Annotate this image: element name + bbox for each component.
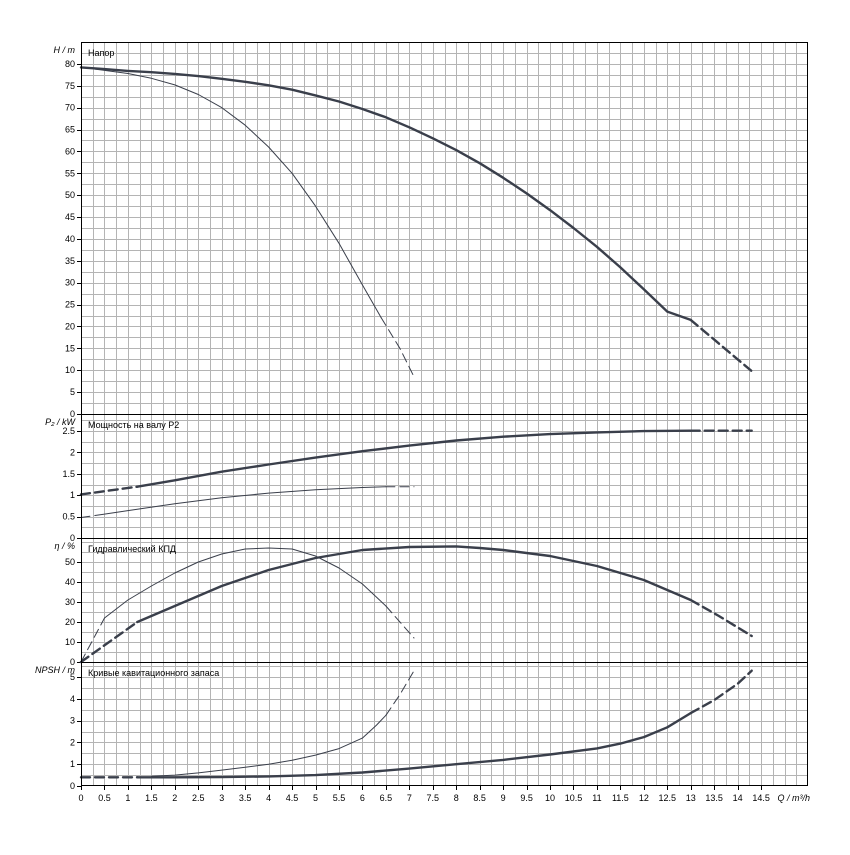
x-tick-label: 9.5 xyxy=(520,793,533,803)
y-tick-label: 20 xyxy=(65,617,75,627)
y-tick-label: 10 xyxy=(65,365,75,375)
x-tick-label: 3.5 xyxy=(239,793,252,803)
y-axis-label: η / % xyxy=(54,541,75,551)
y-tick-label: 40 xyxy=(65,577,75,587)
y-tick-label: 70 xyxy=(65,103,75,113)
x-tick-label: 13.5 xyxy=(705,793,723,803)
y-axis-label: H / m xyxy=(54,45,76,55)
x-tick-label: 7 xyxy=(407,793,412,803)
y-tick-label: 5 xyxy=(70,387,75,397)
curve-npsh-thin-dashed-end xyxy=(385,670,415,716)
x-tick-label: 10.5 xyxy=(565,793,583,803)
y-tick-label: 2 xyxy=(70,737,75,747)
x-tick-label: 8.5 xyxy=(473,793,486,803)
x-tick-label: 10 xyxy=(545,793,555,803)
x-tick-label: 12.5 xyxy=(659,793,677,803)
y-tick-label: 80 xyxy=(65,59,75,69)
y-tick-label: 0 xyxy=(70,781,75,791)
y-tick-label: 1.5 xyxy=(62,469,75,479)
y-tick-label: 0 xyxy=(70,657,75,667)
x-tick-label: 2 xyxy=(172,793,177,803)
x-tick-label: 4.5 xyxy=(286,793,299,803)
panel-title: Кривые кавитационного запаса xyxy=(88,668,219,678)
y-tick-label: 75 xyxy=(65,81,75,91)
y-tick-label: 2.5 xyxy=(62,426,75,436)
x-tick-label: 6.5 xyxy=(380,793,393,803)
curve-power-thick-solid xyxy=(136,429,692,488)
curve-efficiency-thick-dashed-end xyxy=(689,598,753,638)
x-tick-label: 6 xyxy=(360,793,365,803)
y-tick-label: 1 xyxy=(70,759,75,769)
y-tick-label: 45 xyxy=(65,212,75,222)
y-tick-label: 55 xyxy=(65,168,75,178)
y-tick-label: 40 xyxy=(65,234,75,244)
y-tick-label: 30 xyxy=(65,597,75,607)
curve-power-thick-dashed-start xyxy=(79,485,139,496)
x-tick-label: 0 xyxy=(78,793,83,803)
curve-head-thin-dashed-start xyxy=(80,66,105,71)
y-tick-label: 30 xyxy=(65,278,75,288)
y-axis-label: P₂ / kW xyxy=(45,417,76,427)
curve-head-thick-solid xyxy=(79,66,692,322)
curve-npsh-thin-solid xyxy=(150,714,387,777)
x-tick-label: 12 xyxy=(639,793,649,803)
y-tick-label: 1 xyxy=(70,490,75,500)
curve-efficiency-thick-solid xyxy=(136,545,692,624)
curve-npsh-thick-solid xyxy=(136,711,692,779)
y-tick-label: 15 xyxy=(65,343,75,353)
y-axis-label: NPSH / m xyxy=(35,665,76,675)
y-tick-label: 3 xyxy=(70,716,75,726)
curve-efficiency-thin-dashed-start xyxy=(80,617,105,663)
x-tick-label: 5.5 xyxy=(333,793,346,803)
curve-efficiency-thin-dashed-end xyxy=(385,605,415,639)
x-tick-label: 4 xyxy=(266,793,271,803)
y-tick-label: 35 xyxy=(65,256,75,266)
y-tick-label: 0.5 xyxy=(62,512,75,522)
x-axis-label: Q / m³/h xyxy=(777,793,810,803)
y-tick-label: 65 xyxy=(65,125,75,135)
x-tick-label: 11 xyxy=(592,793,601,803)
curve-head-thick-dashed-start xyxy=(689,318,753,373)
y-tick-label: 5 xyxy=(70,672,75,682)
y-tick-label: 10 xyxy=(65,637,75,647)
x-tick-label: 5 xyxy=(313,793,318,803)
x-tick-label: 13 xyxy=(686,793,696,803)
curve-efficiency-thick-dashed-start xyxy=(79,620,139,664)
panel-title: Гидравлический КПД xyxy=(88,544,176,554)
panel-title: Мощность на валу P2 xyxy=(88,420,179,430)
y-tick-label: 50 xyxy=(65,557,75,567)
x-tick-label: 7.5 xyxy=(427,793,440,803)
y-tick-label: 20 xyxy=(65,321,75,331)
panel-title: Напор xyxy=(88,48,114,58)
y-tick-label: 4 xyxy=(70,694,75,704)
curve-head-thin-dashed-end xyxy=(380,317,415,378)
curve-head-thin-solid xyxy=(104,69,382,319)
x-tick-label: 8 xyxy=(454,793,459,803)
x-tick-label: 14 xyxy=(733,793,743,803)
curve-efficiency-thin-solid xyxy=(104,547,387,619)
y-tick-label: 60 xyxy=(65,146,75,156)
curve-npsh-thick-dashed-end xyxy=(689,669,753,715)
x-tick-label: 1 xyxy=(125,793,130,803)
x-tick-label: 9 xyxy=(501,793,506,803)
y-tick-label: 0 xyxy=(70,533,75,543)
curve-power-thin-solid xyxy=(104,486,387,515)
y-tick-label: 50 xyxy=(65,190,75,200)
y-tick-label: 25 xyxy=(65,300,75,310)
x-tick-label: 1.5 xyxy=(145,793,158,803)
y-tick-label: 0 xyxy=(70,409,75,419)
x-tick-label: 11.5 xyxy=(612,793,629,803)
x-tick-label: 0.5 xyxy=(98,793,111,803)
y-tick-label: 2 xyxy=(70,447,75,457)
plot-frame xyxy=(81,42,808,786)
x-tick-label: 14.5 xyxy=(752,793,770,803)
x-tick-label: 3 xyxy=(219,793,224,803)
x-tick-label: 2.5 xyxy=(192,793,205,803)
curve-power-thin-dashed-start xyxy=(80,513,105,518)
